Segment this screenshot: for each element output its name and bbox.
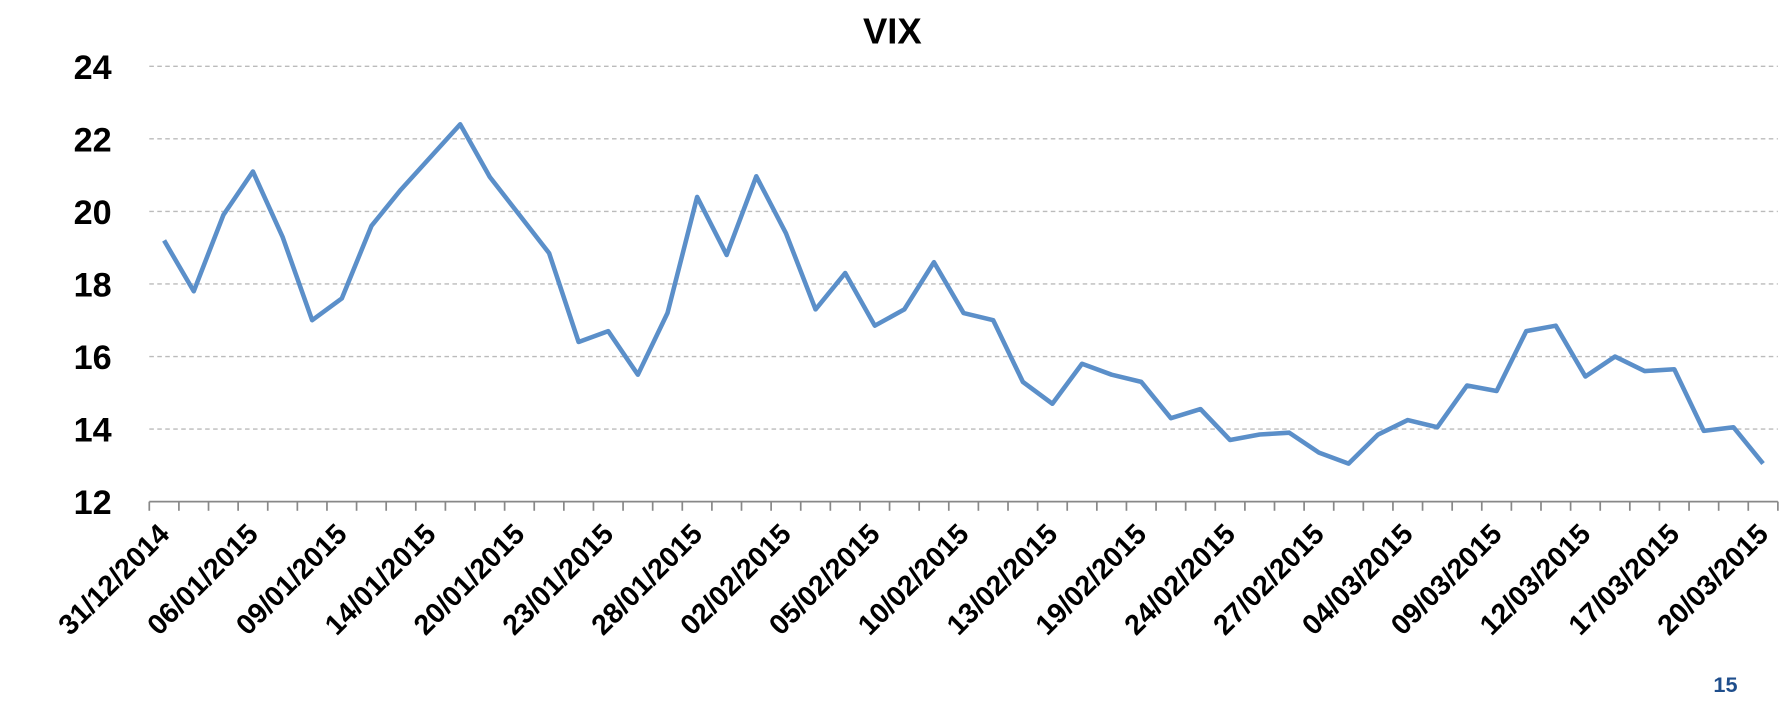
y-tick-label: 18 <box>74 267 112 305</box>
chart-title: VIX <box>863 11 922 52</box>
y-tick-label: 14 <box>74 412 112 450</box>
y-tick-label: 24 <box>74 49 112 87</box>
page-number: 15 <box>1713 672 1737 697</box>
data-line <box>162 122 1765 466</box>
y-tick-label: 12 <box>74 484 112 522</box>
y-tick-label: 20 <box>74 194 112 232</box>
y-tick-label: 16 <box>74 339 112 377</box>
y-tick-label: 22 <box>74 121 112 159</box>
